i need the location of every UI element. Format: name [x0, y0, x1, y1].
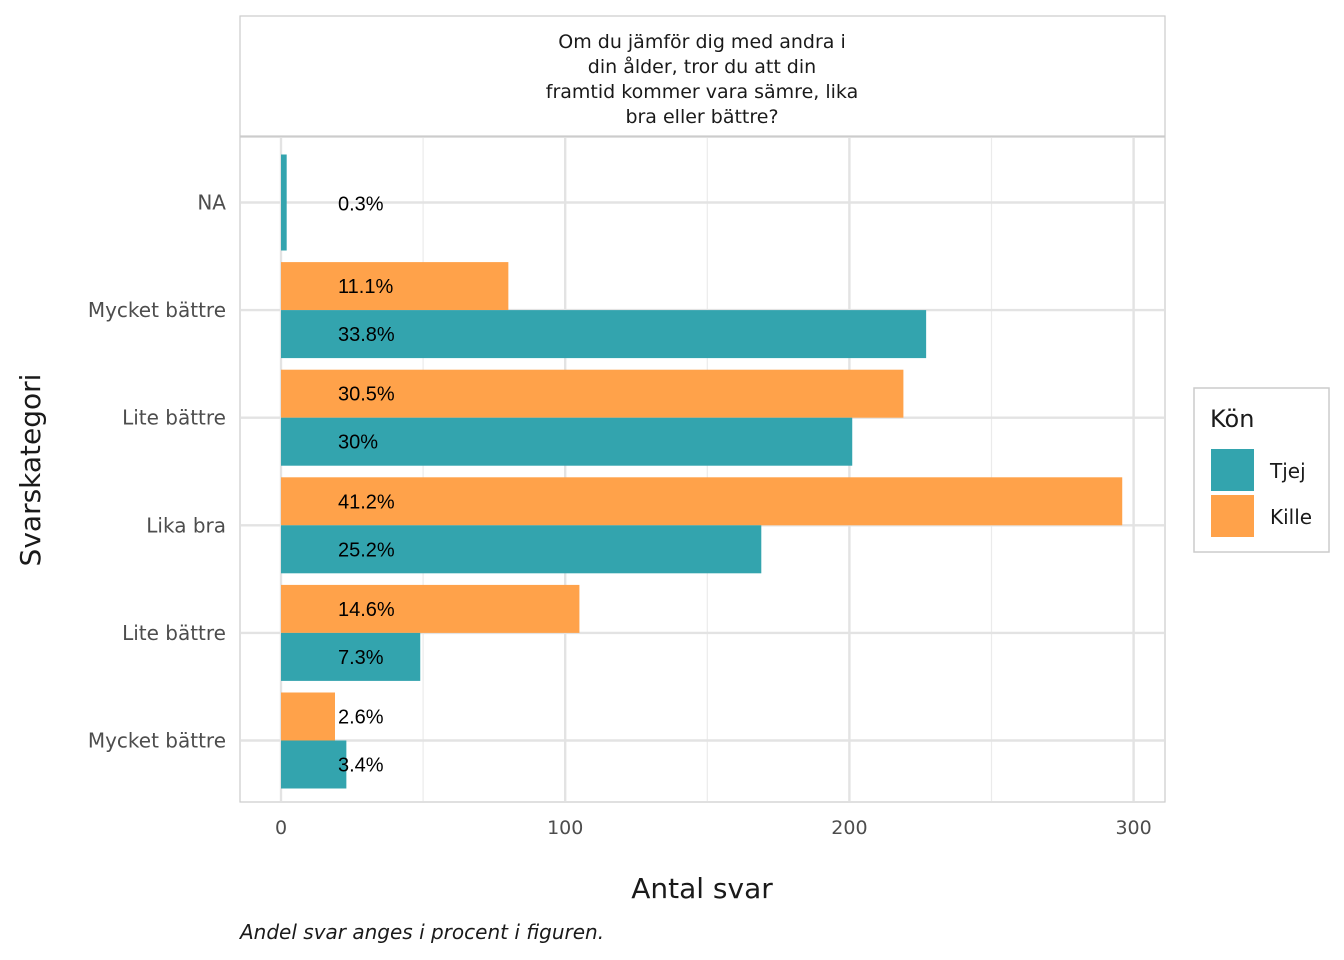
gridlines	[241, 138, 1164, 801]
data-label-tjej: 30%	[338, 432, 378, 454]
bar-kille	[281, 262, 509, 311]
legend: Kön Tjej Kille	[1193, 387, 1330, 553]
data-labels: 0.3% 11.1% 33.8% 30.5% 30% 41.2% 25.2% 14.6% 7.3…	[338, 194, 395, 777]
x-tick-label: 300	[1115, 817, 1151, 839]
data-label-kille: 2.6%	[338, 707, 384, 729]
data-label-kille: 14.6%	[338, 599, 395, 621]
y-tick-label: Mycket bättre	[88, 298, 226, 322]
facet-strip: Om du jämför dig med andra i din ålder, …	[239, 15, 1166, 137]
data-label-tjej: 7.3%	[338, 647, 384, 669]
bar-tjej	[281, 310, 927, 359]
data-label-kille: 11.1%	[338, 276, 393, 298]
caption: Andel svar anges i procent i figuren.	[238, 920, 604, 944]
legend-title: Kön	[1210, 405, 1254, 433]
data-label-kille: 30.5%	[338, 384, 395, 406]
legend-swatch-tjej	[1211, 449, 1254, 491]
facet-title-line-2: din ålder, tror du att din	[588, 55, 816, 78]
panel-border	[239, 136, 1166, 803]
y-axis-category-labels: NA Mycket bättre Lite bättre Lika bra Lite b…	[88, 191, 226, 753]
legend-swatch-kille	[1211, 495, 1254, 537]
bar-kille	[281, 369, 904, 418]
x-tick-label: 200	[831, 817, 867, 839]
bar-tjej	[281, 154, 287, 251]
bar-kille	[281, 584, 580, 633]
y-tick-label: Lite bättre	[122, 621, 226, 645]
y-tick-label: Lika bra	[146, 513, 226, 537]
bar-tjej	[281, 525, 762, 574]
x-tick-label: 100	[547, 817, 583, 839]
plot-panel: 0.3% 11.1% 33.8% 30.5% 30% 41.2% 25.2% 14.6% 7.3…	[239, 136, 1166, 803]
data-label-tjej: 3.4%	[338, 755, 384, 777]
legend-label-tjej: Tjej	[1269, 459, 1306, 483]
facet-title-line-4: bra eller bättre?	[625, 106, 778, 128]
bar-kille	[281, 477, 1123, 526]
legend-label-kille: Kille	[1270, 505, 1312, 529]
data-label-tjej: 0.3%	[338, 194, 384, 216]
data-label-tjej: 33.8%	[338, 324, 395, 346]
y-axis-title: Svarskategori	[14, 374, 47, 567]
x-axis-tick-labels: 0 100 200 300	[275, 817, 1152, 839]
data-label-kille: 41.2%	[338, 491, 395, 513]
bar-tjej	[281, 632, 421, 681]
facet-title-line-1: Om du jämför dig med andra i	[558, 31, 846, 53]
x-tick-label: 0	[275, 817, 287, 839]
y-tick-label: Mycket bättre	[88, 729, 226, 753]
y-tick-label: Lite bättre	[122, 406, 226, 430]
bars	[281, 154, 1123, 789]
data-label-tjej: 25.2%	[338, 539, 395, 561]
bar-tjej	[281, 417, 853, 466]
facet-title-line-3: framtid kommer vara sämre, lika	[546, 81, 858, 103]
bar-kille	[281, 692, 335, 741]
y-tick-label: NA	[197, 191, 226, 215]
x-axis-title: Antal svar	[631, 872, 773, 905]
bar-tjej	[281, 740, 347, 789]
facet-strip-box	[239, 15, 1166, 137]
